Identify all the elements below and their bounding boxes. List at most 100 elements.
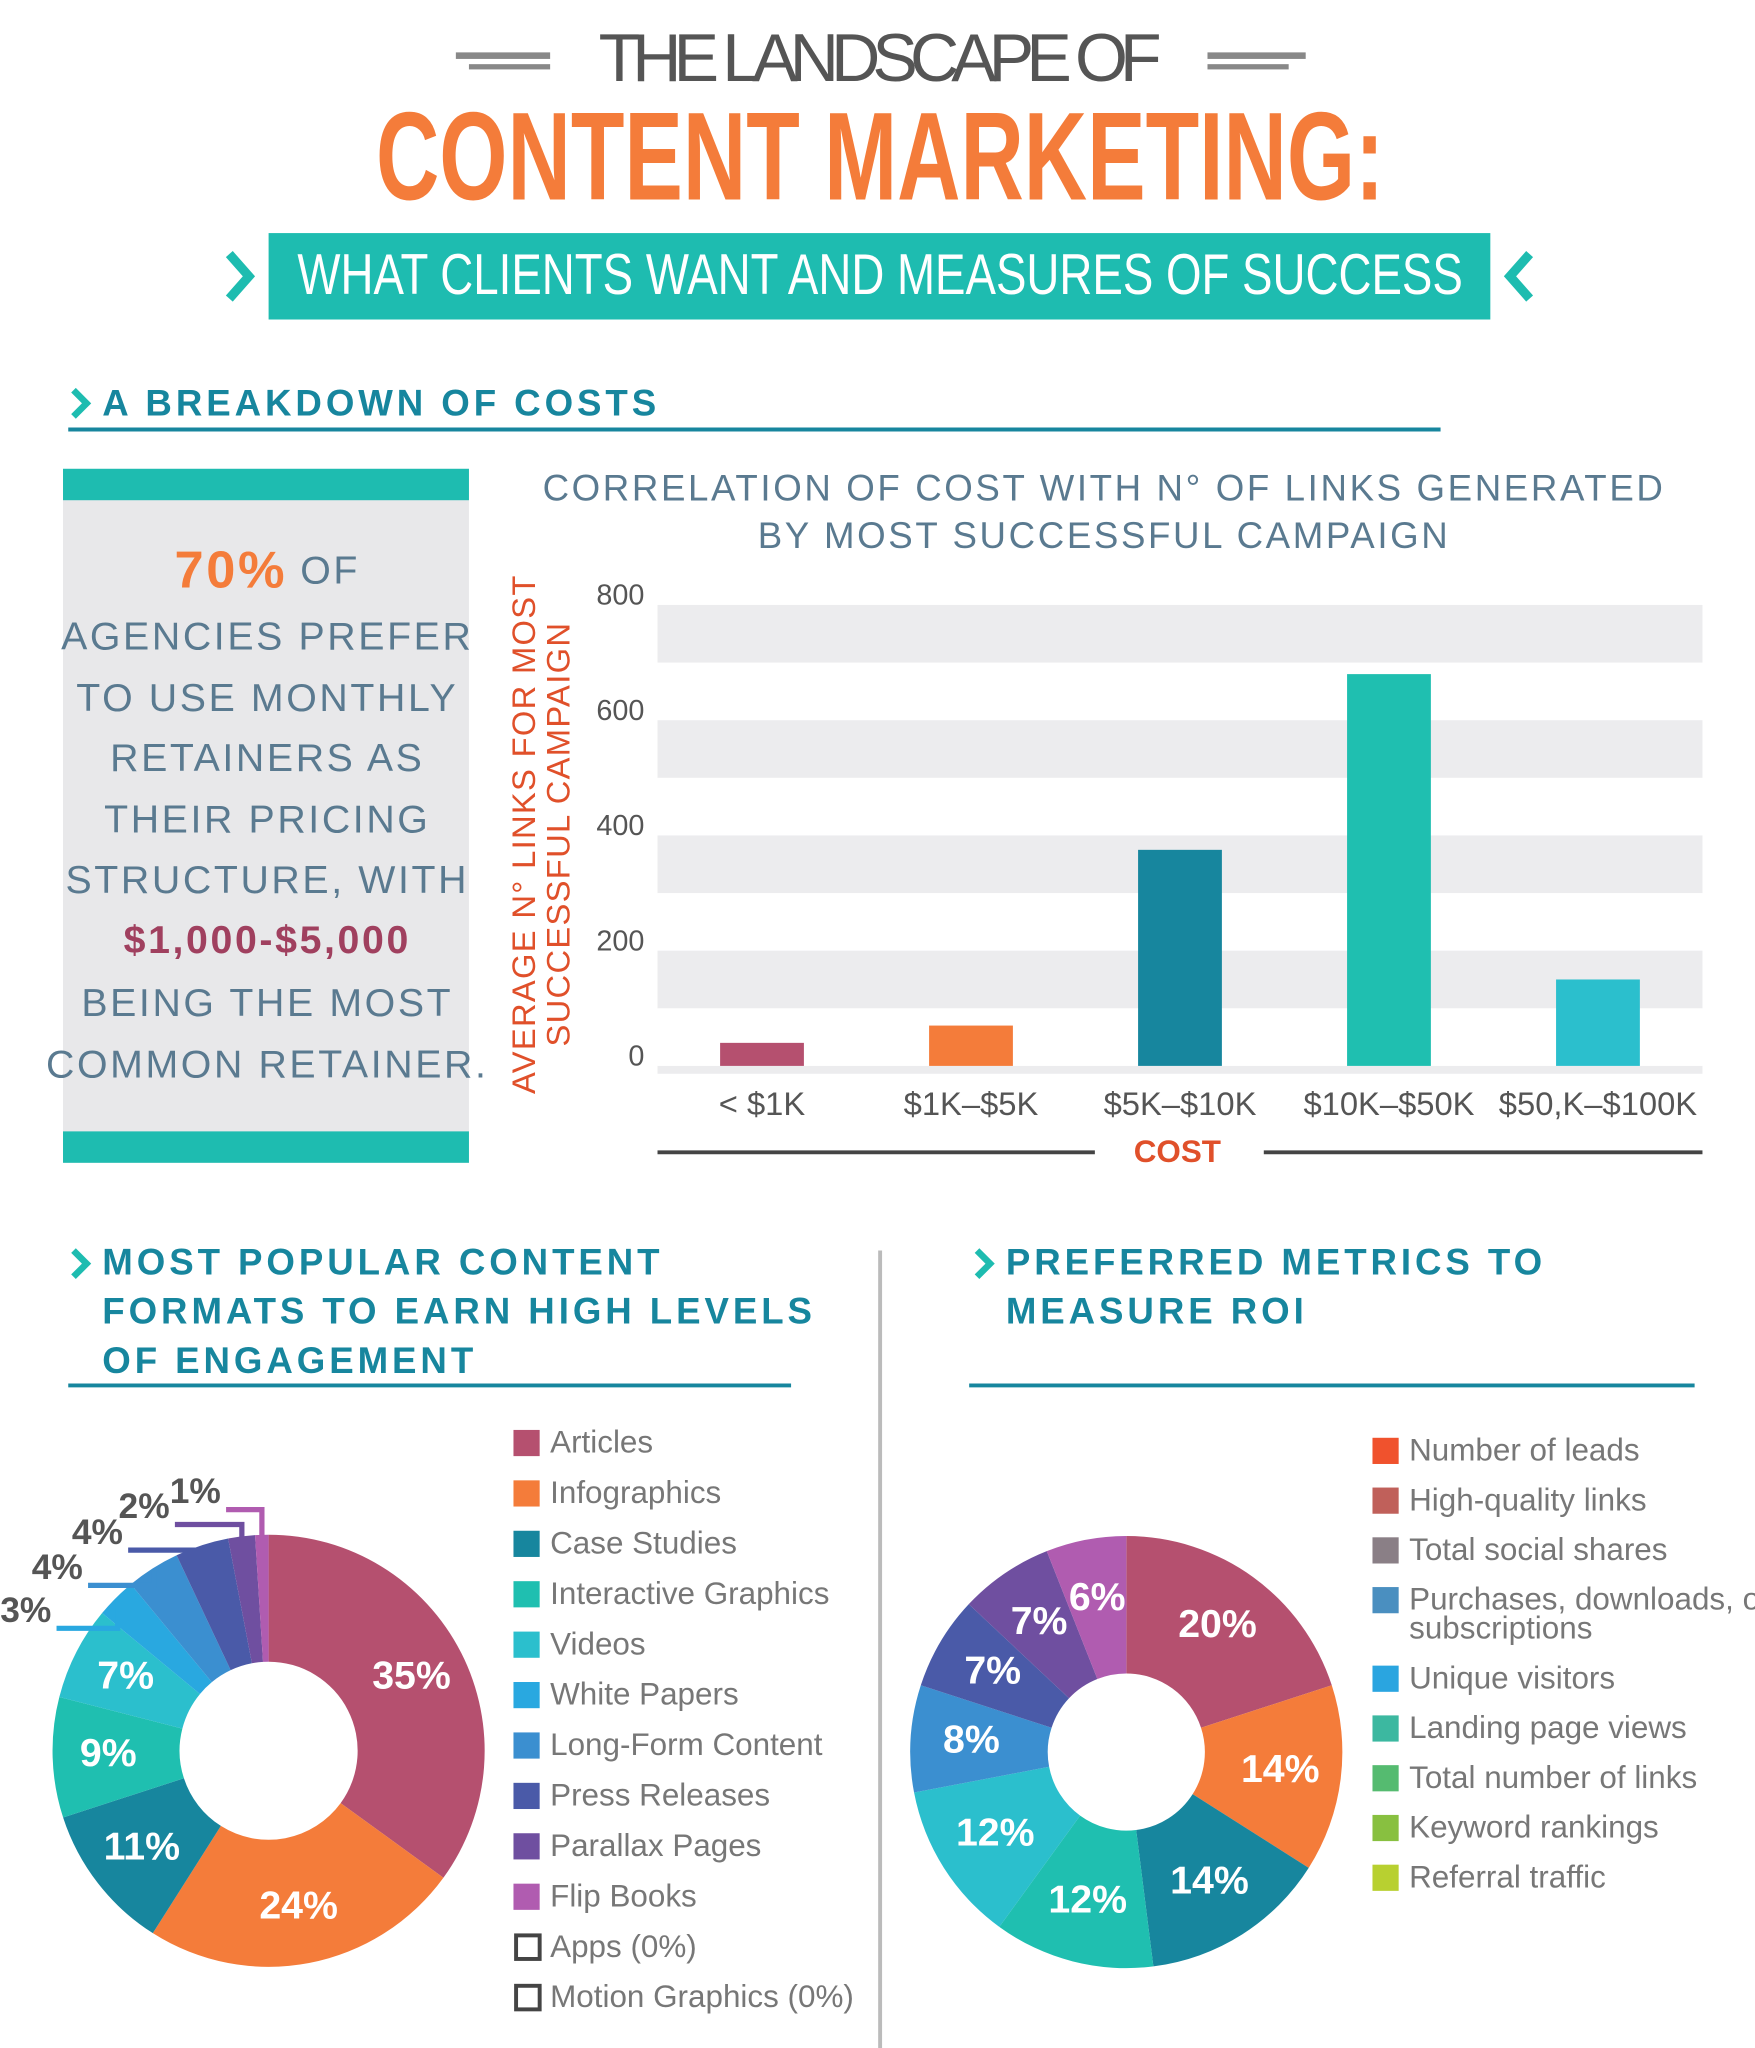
slice <box>999 1815 1154 1969</box>
callout-text: TO USE MONTHLY <box>76 676 458 720</box>
slice <box>63 1778 221 1934</box>
bar <box>929 1025 1013 1066</box>
value-label: 7% <box>97 1653 154 1697</box>
callout-stat-line: 70% OF <box>175 541 361 599</box>
subtitle: WHAT CLIENTS WANT AND MEASURES OF SUCCES… <box>297 243 1462 307</box>
grid-band <box>657 720 1703 778</box>
x-tick-label: $5K–$10K <box>1104 1085 1257 1122</box>
x-axis-label: COST <box>1134 1134 1221 1169</box>
section-heading: MEASURE ROI <box>1006 1291 1308 1332</box>
value-label: 3% <box>0 1591 51 1630</box>
legend-label-line: subscriptions <box>1409 1611 1592 1646</box>
slice <box>152 1803 444 1967</box>
slice <box>910 1685 1052 1793</box>
slice <box>1136 1794 1309 1967</box>
legend-swatch <box>1372 1864 1399 1891</box>
bar <box>1556 979 1640 1066</box>
y-tick-label: 600 <box>596 695 644 727</box>
legend-swatch <box>513 1530 540 1557</box>
legend-swatch <box>513 1782 540 1810</box>
bar <box>1138 849 1222 1066</box>
legend-swatch <box>1372 1715 1399 1742</box>
value-label: 6% <box>1069 1575 1126 1619</box>
legend-swatch <box>513 1883 540 1910</box>
callout-text: AGENCIES PREFER <box>61 614 473 658</box>
subtitle-box <box>268 233 1491 320</box>
y-axis-label: SUCCESSFUL CAMPAIGN <box>539 622 576 1047</box>
value-label: 14% <box>1170 1858 1249 1902</box>
legend-label: Purchases, downloads, or subscriptions <box>1409 1582 1755 1646</box>
legend-swatch <box>513 1833 540 1860</box>
legend-swatch <box>1372 1814 1399 1842</box>
y-tick-label: 800 <box>596 580 644 612</box>
legend-label: Interactive Graphics <box>550 1576 829 1611</box>
slice <box>268 1534 485 1878</box>
leader-line <box>128 1547 206 1553</box>
value-label: 20% <box>1178 1602 1257 1646</box>
chevron <box>974 1248 995 1280</box>
section-heading: FORMATS TO EARN HIGH LEVELS <box>102 1291 816 1332</box>
legend-label: White Papers <box>550 1677 739 1712</box>
title-main: CONTENT MARKETING: <box>376 86 1384 227</box>
deco-bar <box>468 64 551 70</box>
leader-line <box>88 1570 157 1588</box>
legend-label: Videos <box>550 1626 645 1661</box>
value-label: 4% <box>32 1548 83 1587</box>
y-tick-label: 200 <box>596 925 644 957</box>
callout-text: COMMON RETAINER. <box>46 1043 489 1087</box>
deco-bar <box>1207 52 1306 59</box>
legend-label: Number of leads <box>1409 1432 1639 1467</box>
legend-label: Total number of links <box>1409 1760 1697 1795</box>
slice <box>1046 1536 1127 1680</box>
section-heading: A BREAKDOWN OF COSTS <box>102 383 660 424</box>
legend-swatch <box>513 1631 540 1658</box>
callout-bar <box>63 1131 469 1163</box>
grid-band <box>657 604 1703 663</box>
legend-swatch <box>514 1933 542 1961</box>
legend-label: Keyword rankings <box>1409 1810 1659 1845</box>
legend-swatch <box>1372 1537 1399 1564</box>
section-heading: PREFERRED METRICS TO <box>1006 1242 1546 1283</box>
legend-label: Apps (0%) <box>550 1929 697 1964</box>
value-label: 12% <box>956 1811 1035 1855</box>
legend-label: Flip Books <box>550 1878 697 1913</box>
legend-swatch <box>513 1581 540 1608</box>
slice <box>176 1538 252 1671</box>
grid-band <box>657 1065 1703 1074</box>
leader-line <box>226 1506 265 1538</box>
callout-stat: 70% <box>175 541 288 599</box>
legend-label: Motion Graphics (0%) <box>550 1979 854 2014</box>
legend-swatch <box>513 1429 540 1457</box>
chart-title: CORRELATION OF COST WITH N° OF LINKS GEN… <box>543 468 1666 509</box>
chart-title: BY MOST SUCCESSFUL CAMPAIGN <box>758 515 1451 556</box>
callout-bar <box>63 468 469 501</box>
bar <box>1347 674 1431 1066</box>
slice <box>255 1534 269 1662</box>
legend-swatch <box>1372 1665 1399 1692</box>
value-label: 1% <box>170 1472 221 1511</box>
chevron <box>71 1248 92 1280</box>
legend-label: Articles <box>550 1425 653 1460</box>
bar <box>720 1042 804 1066</box>
legend-swatch <box>1372 1437 1399 1464</box>
legend-label: Long-Form Content <box>550 1727 823 1762</box>
value-label: 14% <box>1241 1747 1320 1791</box>
callout-text: OF <box>300 549 360 593</box>
callout-highlight: $1,000-$5,000 <box>124 918 411 962</box>
legend-label: Referral traffic <box>1409 1859 1606 1894</box>
legend-label: High-quality links <box>1409 1482 1646 1517</box>
slice <box>914 1766 1081 1927</box>
legend-label: Total social shares <box>1409 1532 1667 1567</box>
value-label: 4% <box>72 1513 123 1552</box>
callout-text: RETAINERS AS <box>110 736 424 780</box>
legend-label: Parallax Pages <box>550 1828 761 1863</box>
callout-text: BEING THE MOST <box>81 981 453 1025</box>
legend-swatch <box>514 1983 542 2012</box>
slice <box>52 1697 184 1818</box>
leader-line <box>174 1521 245 1539</box>
slice <box>102 1584 212 1694</box>
slice <box>968 1551 1098 1699</box>
legend-label: Landing page views <box>1409 1710 1687 1745</box>
slice <box>228 1535 264 1664</box>
x-tick-label: < $1K <box>719 1085 806 1122</box>
